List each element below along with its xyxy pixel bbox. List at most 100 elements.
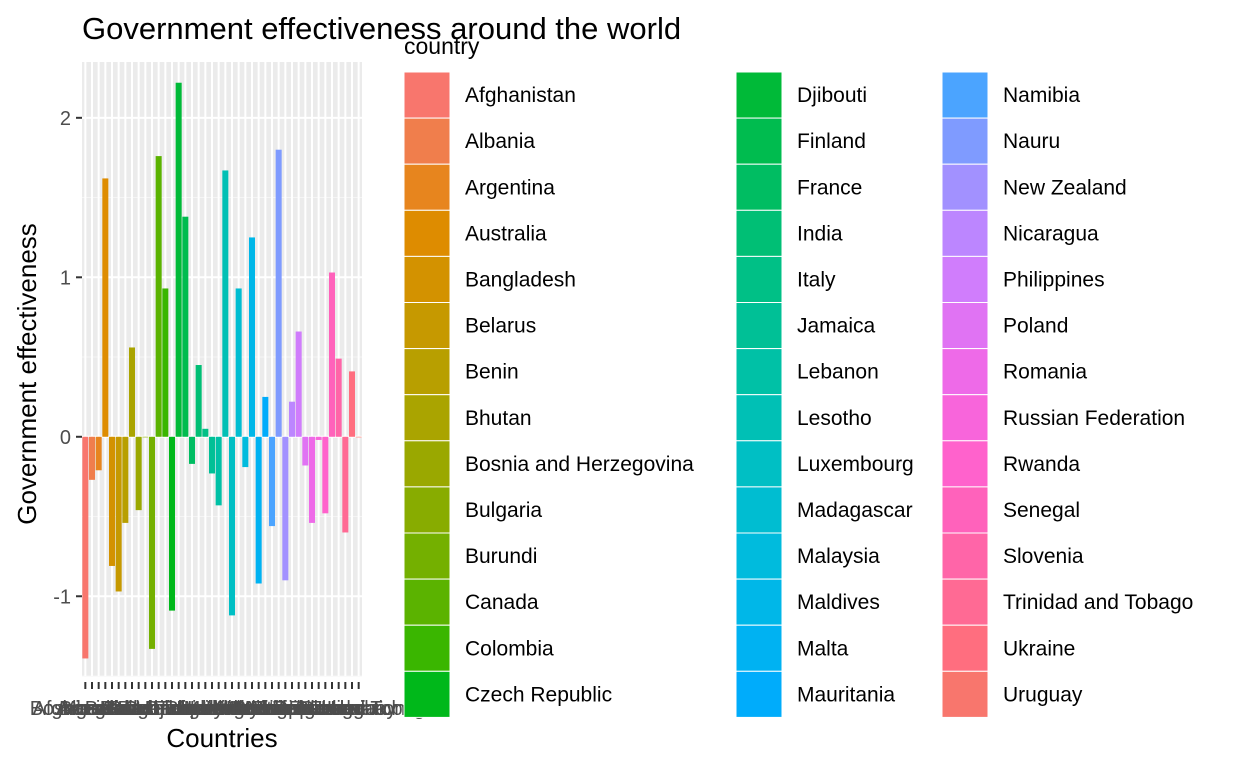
legend-key (403, 302, 451, 350)
legend-label: Lebanon (797, 361, 879, 384)
y-tick-label: 1 (60, 267, 71, 289)
bar (275, 149, 282, 437)
x-tick-label: Bulgaria (109, 698, 183, 720)
bars (82, 82, 362, 659)
legend-key (941, 532, 989, 580)
legend-label: Bhutan (465, 407, 532, 430)
x-tick-label: Bosnia and Herzegovina (30, 698, 249, 720)
x-tick-label: Jamaica (175, 698, 250, 720)
bar (175, 82, 182, 437)
x-tick-label: Mauritania (219, 698, 313, 720)
legend-label: Finland (797, 130, 866, 153)
legend-key (735, 440, 783, 488)
bar (122, 436, 129, 523)
bar (95, 436, 102, 471)
legend-label: Ukraine (1003, 637, 1075, 660)
legend-key (941, 670, 989, 718)
bar (82, 436, 89, 659)
legend-label: Malta (797, 637, 849, 660)
x-tick-label: Slovenia (300, 698, 378, 720)
legend-key (941, 163, 989, 211)
x-tick-label: Malta (234, 698, 284, 720)
legend: Afghanistan Albania Argentina Australia Bang… (403, 71, 1193, 718)
legend-key (941, 71, 989, 119)
x-tick-label: Czech Republic (102, 698, 242, 720)
legend-key (735, 163, 783, 211)
bar (169, 436, 175, 611)
bar (182, 216, 189, 437)
x-tick-label: Rwanda (289, 698, 363, 720)
bar (342, 436, 349, 533)
legend-key (735, 209, 783, 257)
bar (89, 436, 95, 480)
x-tick-label: Romania (272, 698, 353, 720)
x-tick-label: Colombia (123, 698, 208, 720)
bar (235, 288, 242, 437)
legend-key (941, 486, 989, 534)
x-tick-label: Nicaragua (246, 698, 338, 720)
legend-label: Maldives (797, 591, 880, 614)
y-axis: -1 0 1 2 (53, 108, 82, 608)
legend-key (735, 302, 783, 350)
x-tick-label: Malaysia (206, 698, 286, 720)
x-tick-label: Canada (124, 698, 195, 720)
legend-label: Nicaragua (1003, 222, 1099, 245)
bar (322, 436, 329, 514)
legend-key (735, 394, 783, 442)
bar (249, 237, 255, 437)
legend-label: Luxembourg (797, 453, 914, 476)
legend-label: Jamaica (797, 315, 876, 338)
bar (215, 436, 222, 506)
legend-key (941, 578, 989, 626)
legend-label: Romania (1003, 361, 1087, 384)
legend-key (403, 117, 451, 165)
x-tick-label: Philippines (250, 698, 347, 720)
x-tick-label: Nauru (251, 698, 305, 720)
legend-key (735, 486, 783, 534)
x-tick-label: Senegal (295, 698, 368, 720)
legend-label: Belarus (465, 315, 536, 338)
legend-key (735, 117, 783, 165)
legend-label: New Zealand (1003, 176, 1127, 199)
x-tick-label: Burundi (118, 698, 187, 720)
bar (315, 436, 322, 440)
bar (329, 272, 335, 437)
bar (355, 436, 362, 438)
legend-key (735, 624, 783, 672)
legend-key (403, 486, 451, 534)
legend-label: Malaysia (797, 545, 880, 568)
legend-label: Bosnia and Herzegovina (465, 453, 694, 476)
bar (135, 436, 142, 511)
bar (189, 436, 195, 464)
legend-label: Colombia (465, 637, 554, 660)
legend-key (403, 71, 451, 119)
legend-key (941, 302, 989, 350)
x-tick-label: Argentina (56, 698, 142, 720)
legend-key (403, 209, 451, 257)
legend-label: France (797, 176, 862, 199)
x-tick-label: Namibia (235, 698, 309, 720)
y-tick-label: 2 (60, 108, 71, 130)
legend-key (941, 394, 989, 442)
legend-label: Czech Republic (465, 683, 612, 706)
x-tick-label: Russian Federation (232, 698, 405, 720)
legend-label: Mauritania (797, 683, 895, 706)
legend-title: country (404, 33, 480, 59)
legend-key (941, 209, 989, 257)
x-tick-label: Belarus (85, 698, 153, 720)
legend-label: Afghanistan (465, 84, 576, 107)
x-axis: AfghanistanAlbaniaArgentinaAustraliaBang… (30, 682, 436, 720)
plot-panel (82, 62, 362, 677)
x-tick-label: India (177, 698, 221, 720)
x-tick-label: Australia (66, 698, 145, 720)
bar (102, 178, 109, 437)
legend-label: Russian Federation (1003, 407, 1185, 430)
legend-key (403, 255, 451, 303)
x-tick-label: Albania (59, 698, 127, 720)
bar (115, 436, 122, 592)
legend-key (735, 348, 783, 396)
legend-label: Albania (465, 130, 535, 153)
x-tick-label: France (161, 698, 223, 720)
